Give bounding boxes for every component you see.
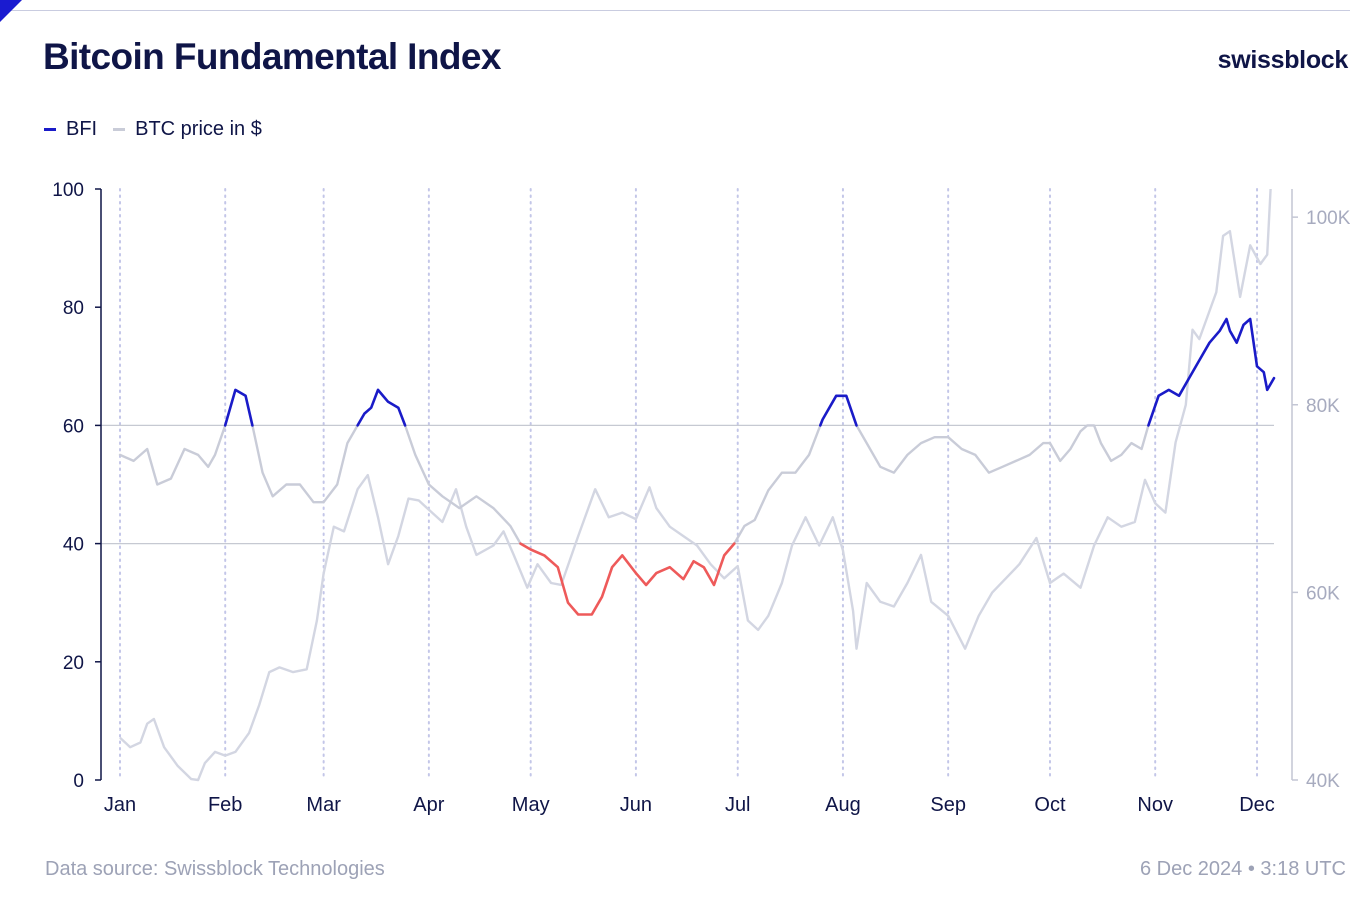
axes-layer: Jan Feb Mar Apr May Jun Jul Aug Sep Oct Nov Dec 0 20 4…: [52, 180, 1350, 816]
brand-logo: swissblock: [1217, 46, 1349, 74]
bfi-line-high: [819, 394, 858, 427]
bfi-line-high: [223, 388, 254, 427]
x-tick-label: May: [512, 794, 550, 816]
left-tick-label: 40: [63, 535, 84, 556]
legend-label-btc: BTC price in $: [135, 118, 262, 140]
left-tick-label: 100: [52, 180, 84, 201]
bfi-line-mid: [251, 424, 359, 504]
x-tick-label: Nov: [1137, 794, 1173, 816]
x-tick-label: Jan: [104, 794, 136, 816]
legend: BFI BTC price in $: [44, 118, 278, 141]
legend-swatch-bfi: [44, 128, 56, 131]
legend-label-bfi: BFI: [66, 118, 98, 140]
corner-accent: [0, 0, 22, 22]
data-source: Data source: Swissblock Technologies: [45, 858, 385, 880]
x-tick-label: Aug: [825, 794, 861, 816]
x-tick-label: Mar: [306, 794, 341, 816]
legend-item-btc: BTC price in $: [113, 118, 262, 141]
bfi-line-low: [519, 542, 736, 616]
left-tick-label: 0: [73, 771, 84, 792]
x-tick-label: Apr: [413, 794, 444, 816]
right-tick-label: 80K: [1306, 396, 1340, 417]
bfi-line-mid: [403, 424, 522, 545]
legend-swatch-btc: [113, 128, 126, 131]
x-tick-label: Oct: [1034, 794, 1066, 816]
x-tick-label: Dec: [1239, 794, 1275, 816]
page-title: Bitcoin Fundamental Index: [43, 36, 501, 77]
bfi-line-high: [1147, 317, 1276, 427]
x-tick-label: Feb: [208, 794, 242, 816]
timestamp: 6 Dec 2024 • 3:18 UTC: [1140, 858, 1346, 880]
left-tick-label: 20: [63, 653, 84, 674]
right-tick-label: 40K: [1306, 771, 1340, 792]
left-tick-label: 60: [63, 416, 84, 437]
series-layer: [118, 188, 1276, 782]
btc-price-line: [119, 188, 1272, 782]
right-tick-label: 100K: [1306, 208, 1350, 229]
bfi-line-mid: [855, 424, 1150, 474]
top-rule: [0, 10, 1350, 11]
left-tick-label: 80: [63, 298, 84, 319]
right-tick-label: 60K: [1306, 583, 1340, 604]
legend-item-bfi: BFI: [44, 118, 97, 141]
grid-layer: [101, 188, 1274, 781]
x-tick-label: Jun: [620, 794, 652, 816]
bfi-line-mid: [118, 424, 227, 486]
x-tick-label: Sep: [930, 794, 966, 816]
x-tick-label: Jul: [725, 794, 751, 816]
bfi-line-high: [356, 388, 407, 427]
bfi-line-mid: [733, 424, 822, 545]
